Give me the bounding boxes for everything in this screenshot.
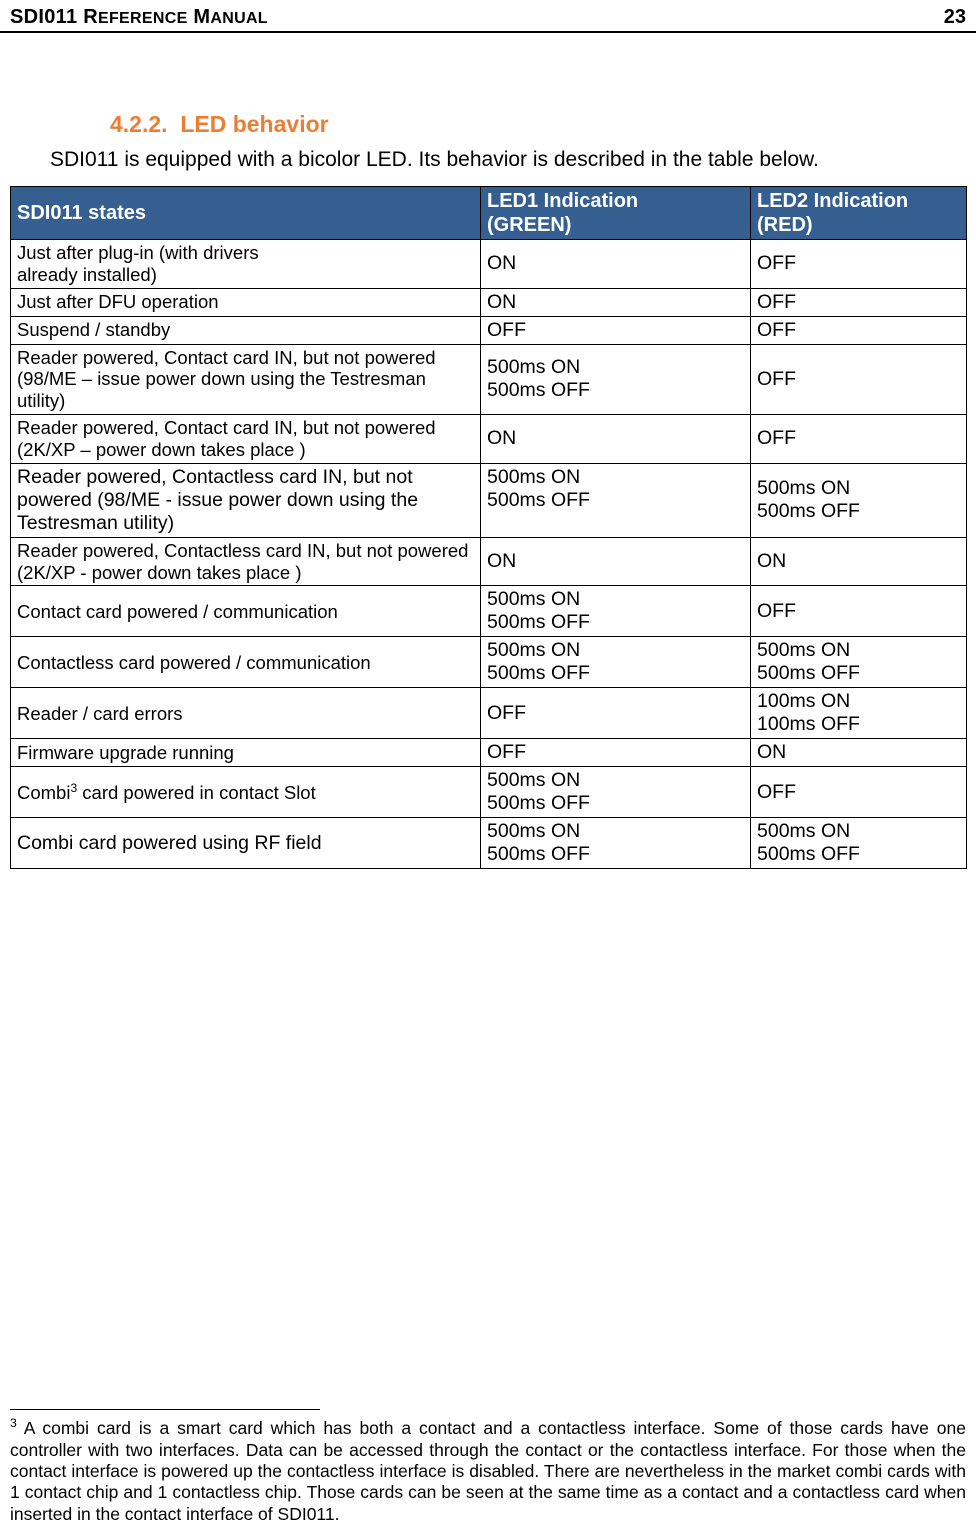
- cell-led1: ON: [481, 415, 751, 464]
- table-row: Just after DFU operationONOFF: [11, 288, 967, 316]
- th-states: SDI011 states: [11, 187, 481, 240]
- table-body: Just after plug-in (with driversalready …: [11, 240, 967, 869]
- cell-led2: ON: [751, 739, 967, 767]
- cell-led2: 100ms ON100ms OFF: [751, 688, 967, 739]
- cell-led1: 500ms ON500ms OFF: [481, 637, 751, 688]
- section-title: LED behavior: [180, 111, 328, 137]
- page-header: SDI011 REFERENCE MANUAL 23: [0, 0, 976, 33]
- table-row: Combi3 card powered in contact Slot500ms…: [11, 767, 967, 818]
- title-prefix: SDI011 R: [10, 6, 98, 28]
- footnote-marker: 3: [10, 1416, 17, 1430]
- cell-led1: 500ms ON500ms OFF: [481, 767, 751, 818]
- title-small-1: EFERENCE: [98, 10, 188, 27]
- table-row: Reader powered, Contact card IN, but not…: [11, 415, 967, 464]
- cell-led1: OFF: [481, 739, 751, 767]
- cell-state: Contactless card powered / communication: [11, 637, 481, 688]
- cell-state: Just after DFU operation: [11, 288, 481, 316]
- cell-led1: ON: [481, 537, 751, 586]
- cell-state: Reader powered, Contact card IN, but not…: [11, 344, 481, 414]
- th-led1-l1: LED1 Indication: [487, 190, 638, 212]
- content-area: 4.2.2. LED behavior SDI011 is equipped w…: [0, 111, 976, 869]
- cell-led2: OFF: [751, 586, 967, 637]
- cell-led1: 500ms ON500ms OFF: [481, 344, 751, 414]
- led-behavior-table: SDI011 states LED1 Indication (GREEN) LE…: [10, 186, 967, 869]
- cell-led2: OFF: [751, 316, 967, 344]
- cell-led2: OFF: [751, 240, 967, 289]
- table-row: Suspend / standbyOFFOFF: [11, 316, 967, 344]
- cell-state: Contact card powered / communication: [11, 586, 481, 637]
- cell-led1: ON: [481, 288, 751, 316]
- cell-state: Combi card powered using RF field: [11, 818, 481, 869]
- page: SDI011 REFERENCE MANUAL 23 4.2.2. LED be…: [0, 0, 976, 1525]
- table-row: Reader powered, Contact card IN, but not…: [11, 344, 967, 414]
- section-intro: SDI011 is equipped with a bicolor LED. I…: [50, 148, 966, 172]
- cell-state: Reader powered, Contact card IN, but not…: [11, 415, 481, 464]
- th-led2-l1: LED2 Indication: [757, 190, 908, 212]
- cell-state: Reader / card errors: [11, 688, 481, 739]
- cell-led2: ON: [751, 537, 967, 586]
- th-led2-l2: (RED): [757, 214, 813, 236]
- cell-led2: OFF: [751, 288, 967, 316]
- cell-state: Just after plug-in (with driversalready …: [11, 240, 481, 289]
- table-row: Firmware upgrade runningOFFON: [11, 739, 967, 767]
- table-row: Reader powered, Contactless card IN, but…: [11, 463, 967, 537]
- cell-led2: 500ms ON500ms OFF: [751, 463, 967, 537]
- cell-state: Combi3 card powered in contact Slot: [11, 767, 481, 818]
- table-row: Combi card powered using RF field500ms O…: [11, 818, 967, 869]
- cell-led1: OFF: [481, 688, 751, 739]
- table-row: Reader / card errorsOFF100ms ON100ms OFF: [11, 688, 967, 739]
- th-led1-l2: (GREEN): [487, 214, 571, 236]
- footnote-text: 3 A combi card is a smart card which has…: [0, 1416, 976, 1525]
- th-led2: LED2 Indication (RED): [751, 187, 967, 240]
- cell-led1: 500ms ON500ms OFF: [481, 586, 751, 637]
- table-row: Contact card powered / communication500m…: [11, 586, 967, 637]
- page-number: 23: [944, 6, 966, 29]
- cell-led2: OFF: [751, 344, 967, 414]
- cell-state: Suspend / standby: [11, 316, 481, 344]
- table-row: Just after plug-in (with driversalready …: [11, 240, 967, 289]
- cell-state: Reader powered, Contactless card IN, but…: [11, 463, 481, 537]
- cell-led2: 500ms ON500ms OFF: [751, 818, 967, 869]
- footnote-body: A combi card is a smart card which has b…: [10, 1418, 966, 1523]
- title-small-2: ANUAL: [210, 10, 268, 27]
- cell-led1: ON: [481, 240, 751, 289]
- cell-led1: 500ms ON500ms OFF: [481, 818, 751, 869]
- cell-state: Firmware upgrade running: [11, 739, 481, 767]
- cell-led2: 500ms ON500ms OFF: [751, 637, 967, 688]
- cell-state: Reader powered, Contactless card IN, but…: [11, 537, 481, 586]
- th-led1: LED1 Indication (GREEN): [481, 187, 751, 240]
- section-number: 4.2.2.: [110, 111, 168, 137]
- table-row: Contactless card powered / communication…: [11, 637, 967, 688]
- cell-led1: 500ms ON500ms OFF: [481, 463, 751, 537]
- title-mid: M: [188, 6, 211, 28]
- cell-led2: OFF: [751, 767, 967, 818]
- footnote-separator: [10, 1409, 320, 1410]
- table-row: Reader powered, Contactless card IN, but…: [11, 537, 967, 586]
- cell-led1: OFF: [481, 316, 751, 344]
- cell-led2: OFF: [751, 415, 967, 464]
- table-header-row: SDI011 states LED1 Indication (GREEN) LE…: [11, 187, 967, 240]
- section-heading: 4.2.2. LED behavior: [110, 111, 966, 138]
- header-title: SDI011 REFERENCE MANUAL: [10, 6, 268, 29]
